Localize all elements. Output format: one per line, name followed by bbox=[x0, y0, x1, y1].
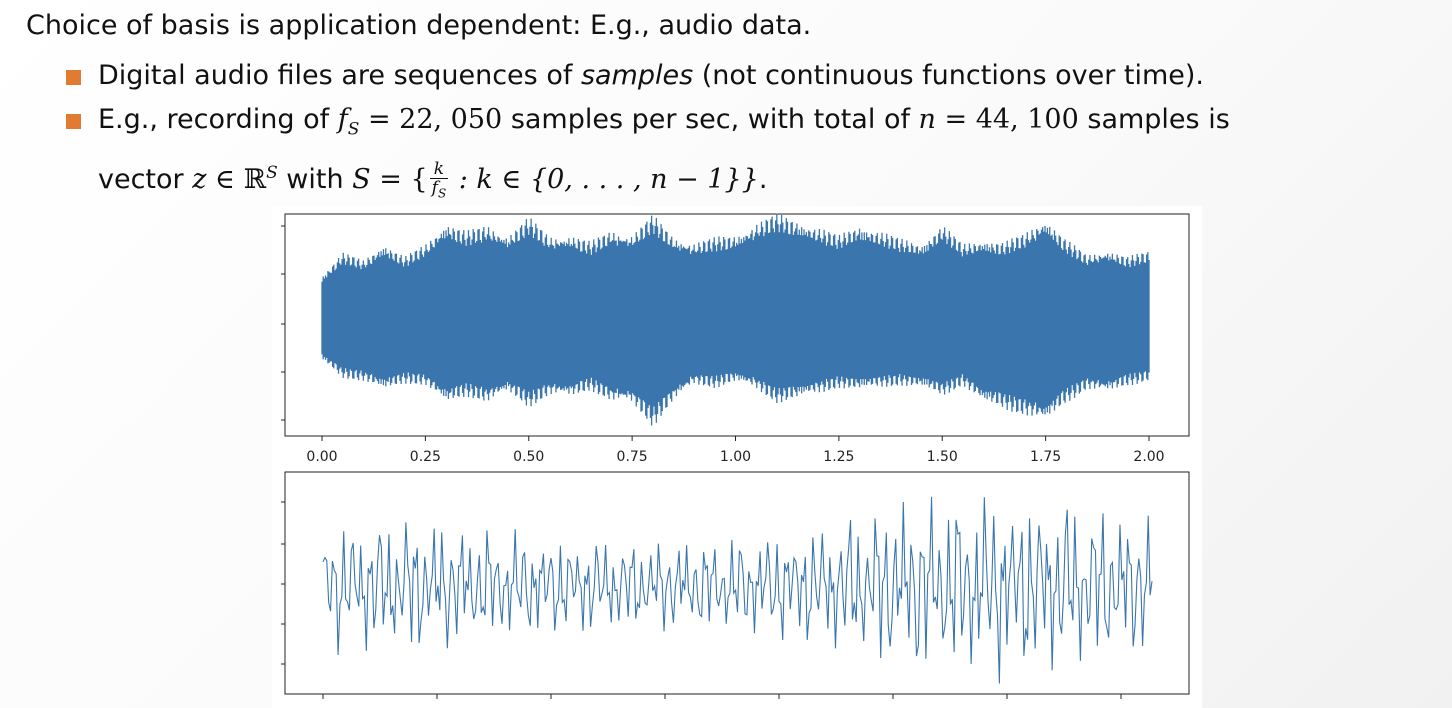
x-tick-label: 1.75 bbox=[1030, 449, 1061, 465]
x-tick-label: 0.00 bbox=[306, 449, 337, 465]
plot-frame bbox=[284, 471, 1190, 695]
x-tick-label: 0.25 bbox=[410, 449, 441, 465]
waveform-core bbox=[322, 260, 1149, 379]
bullet-list: Digital audio files are sequences of sam… bbox=[58, 54, 1428, 202]
math-n: n bbox=[918, 104, 936, 135]
bullet-text: (not continuous functions over time). bbox=[693, 60, 1205, 91]
math-set-rest: : k ∈ {0, . . . , n − 1}} bbox=[450, 164, 759, 196]
bullet-item-example: E.g., recording of fS = 22, 050 samples … bbox=[58, 98, 1428, 202]
waveform-line bbox=[322, 496, 1153, 684]
audio-figure-svg: 0.00 0.25 0.50 0.75 1.00 1.25 1.50 1.75 2.00 bbox=[281, 213, 1190, 699]
emphasis-samples: samples bbox=[580, 60, 694, 91]
square-bullet-icon bbox=[66, 70, 81, 85]
audio-figure: 0.00 0.25 0.50 0.75 1.00 1.25 1.50 1.75 2.00 bbox=[272, 206, 1202, 708]
bullet-text: vector bbox=[98, 164, 193, 196]
slide-headline: Choice of basis is application dependent… bbox=[26, 10, 812, 41]
x-tick-label: 1.00 bbox=[720, 449, 751, 465]
bullet-text: samples is bbox=[1078, 104, 1230, 135]
bullet-item-samples: Digital audio files are sequences of sam… bbox=[58, 54, 1428, 98]
math-fraction: k fS bbox=[429, 158, 449, 201]
x-tick-label: 1.50 bbox=[927, 449, 958, 465]
zoomed-waveform-plot bbox=[281, 471, 1190, 699]
math-in-reals: ∈ ℝS bbox=[206, 163, 278, 196]
bullet-text: with bbox=[277, 164, 353, 196]
full-waveform-plot: 0.00 0.25 0.50 0.75 1.00 1.25 1.50 1.75 2.00 bbox=[281, 213, 1190, 465]
math-z: z bbox=[192, 164, 207, 196]
bullet-text: Digital audio files are sequences of bbox=[98, 60, 581, 91]
bullet-text: samples per sec, with total of bbox=[502, 104, 919, 135]
bullet-text: E.g., recording of bbox=[98, 104, 338, 135]
square-bullet-icon bbox=[66, 114, 81, 129]
x-tick-label: 1.25 bbox=[823, 449, 854, 465]
x-tick-label: 0.50 bbox=[513, 449, 544, 465]
bullet-period: . bbox=[758, 164, 768, 196]
math-set-open: = { bbox=[370, 164, 428, 196]
x-tick-label: 2.00 bbox=[1133, 449, 1164, 465]
x-tick-label: 0.75 bbox=[617, 449, 648, 465]
math-set-S: S bbox=[352, 164, 371, 196]
math-fs-value: = 22, 050 bbox=[359, 104, 503, 135]
math-fs: fS bbox=[337, 104, 360, 140]
math-n-value: = 44, 100 bbox=[935, 104, 1079, 135]
